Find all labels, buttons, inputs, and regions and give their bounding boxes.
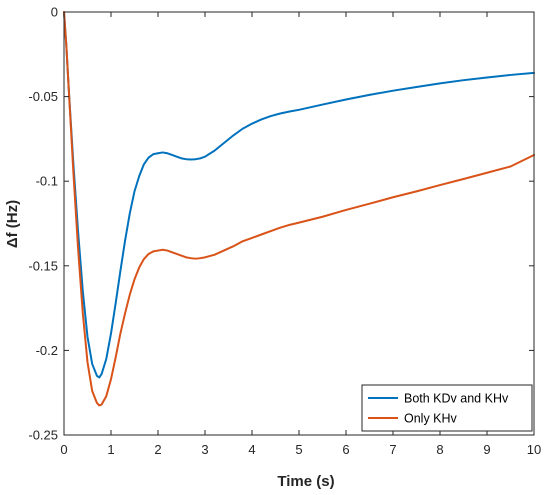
legend-label-1: Both KDv and KHv bbox=[404, 392, 509, 406]
y-tick-label: -0.1 bbox=[36, 174, 58, 189]
x-tick-label: 8 bbox=[436, 442, 443, 457]
y-tick-label: -0.05 bbox=[28, 89, 58, 104]
x-tick-label: 7 bbox=[389, 442, 396, 457]
x-tick-label: 0 bbox=[60, 442, 67, 457]
x-tick-label: 10 bbox=[527, 442, 541, 457]
x-tick-label: 5 bbox=[295, 442, 302, 457]
y-tick-label: -0.2 bbox=[36, 343, 58, 358]
x-tick-label: 2 bbox=[154, 442, 161, 457]
x-axis-label: Time (s) bbox=[277, 473, 334, 490]
x-tick-label: 9 bbox=[483, 442, 490, 457]
series-line-1 bbox=[63, 11, 535, 379]
y-tick-label: 0 bbox=[51, 5, 58, 20]
x-tick-label: 6 bbox=[342, 442, 349, 457]
y-tick-label: -0.25 bbox=[28, 428, 58, 443]
ticks: 0 1 2 3 4 5 6 7 8 9 10 0 -0.05 -0.1 -0.15 -0.2 -0.25 bbox=[28, 5, 541, 458]
y-axis-label: Δf (Hz) bbox=[4, 200, 21, 248]
x-tick-label: 1 bbox=[107, 442, 114, 457]
legend-box bbox=[361, 384, 533, 432]
series-lines bbox=[63, 11, 535, 407]
legend: Both KDv and KHv Only KHv bbox=[361, 384, 533, 432]
y-tick-label: -0.15 bbox=[28, 258, 58, 273]
x-tick-label: 4 bbox=[248, 442, 255, 457]
series-line-2 bbox=[63, 11, 535, 407]
x-tick-label: 3 bbox=[201, 442, 208, 457]
legend-label-2: Only KHv bbox=[404, 412, 458, 426]
